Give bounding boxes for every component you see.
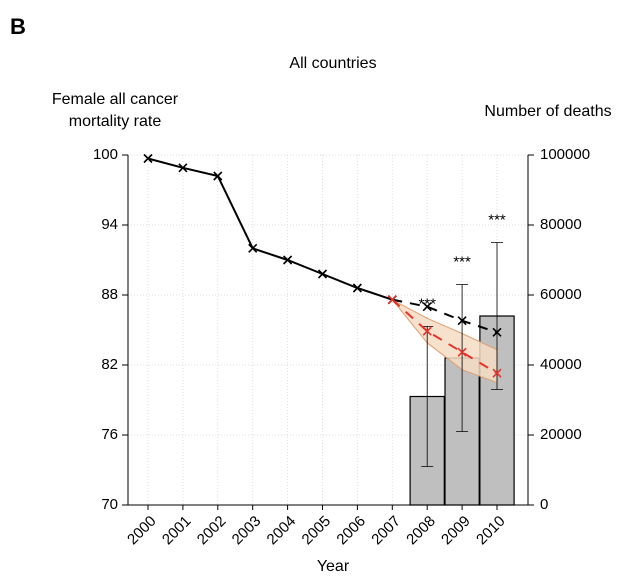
marker [352,283,362,293]
y-axis-label: mortality rate [69,113,162,130]
y2-tick-label: 60000 [540,286,582,303]
y2-tick-label: 0 [540,496,548,513]
x-tick-label: 2005 [299,513,335,549]
marker [317,269,328,279]
x-tick-label: 2007 [368,513,404,549]
x-tick-label: 2010 [473,513,509,549]
marker [457,316,467,326]
line [147,157,393,301]
y2-tick-label: 20000 [540,426,582,443]
y2-tick-label: 100000 [540,146,590,163]
marker [143,153,153,164]
y-tick-label: 70 [101,496,118,513]
annotation: *** [418,295,436,312]
marker [213,171,223,181]
y-tick-label: 76 [101,426,118,443]
y-axis-label: Female all cancer [52,91,179,108]
x-tick-label: 2004 [264,513,300,549]
line [391,298,498,375]
x-tick-label: 2001 [159,513,195,549]
marker [457,347,467,357]
x-axis-label: Year [317,558,350,575]
annotation: *** [488,211,506,228]
y-tick-label: 100 [93,146,118,163]
x-tick-label: 2008 [403,513,439,549]
marker [492,368,502,378]
x-tick-label: 2009 [438,513,474,549]
marker [248,243,258,253]
y-tick-label: 94 [101,216,118,233]
line [392,298,498,334]
x-tick-label: 2006 [333,513,369,549]
annotation: *** [453,253,471,270]
error-bar [491,242,503,390]
error-bar [456,284,469,432]
panel-label: B [10,14,26,39]
y-tick-label: 82 [101,356,118,373]
marker [178,163,188,173]
chart-title: All countries [289,55,376,72]
y2-tick-label: 40000 [540,356,582,373]
marker [387,295,397,305]
x-tick-label: 2003 [229,513,265,549]
marker [283,255,293,265]
y2-axis-label: Number of deaths [484,103,611,120]
marker [422,302,432,312]
y-tick-label: 88 [101,286,118,303]
x-tick-label: 2000 [124,513,160,549]
x-tick-label: 2002 [194,513,230,549]
marker [422,326,432,336]
marker [492,327,502,337]
y2-tick-label: 80000 [540,216,582,233]
